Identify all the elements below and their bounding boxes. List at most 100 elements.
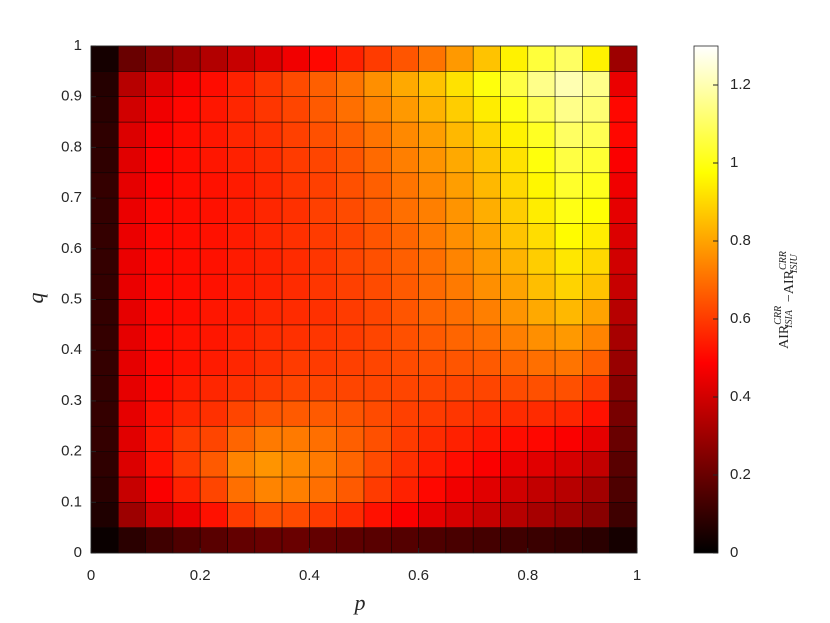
heatmap-cell (172, 96, 201, 123)
heatmap-cell (118, 96, 146, 123)
heatmap-cell (390, 71, 419, 97)
y-tick-label: 0.4 (61, 341, 82, 358)
heatmap-cell (309, 501, 337, 528)
heatmap-cell (390, 273, 419, 300)
colorbar-tick-label: 0.4 (730, 388, 751, 405)
heatmap-cell (90, 400, 119, 427)
heatmap-cell (472, 349, 501, 376)
heatmap-cell (199, 400, 228, 427)
heatmap-cell (172, 501, 201, 528)
heatmap-cell (254, 172, 283, 199)
x-tick-label: 0.2 (190, 567, 211, 584)
heatmap-cell (90, 248, 119, 275)
heatmap-cell (527, 197, 556, 224)
heatmap-cell (281, 299, 310, 326)
heatmap-cell (90, 147, 119, 174)
heatmap-cell (172, 172, 201, 199)
heatmap-cell (172, 476, 201, 503)
heatmap-cell (363, 71, 392, 97)
heatmap-cell (309, 400, 337, 427)
heatmap-cell (199, 324, 228, 351)
heatmap-cell (527, 451, 556, 478)
heatmap-cell (500, 223, 529, 250)
heatmap-cell (90, 172, 119, 199)
heatmap-cell (363, 248, 392, 275)
heatmap-cell (309, 71, 337, 97)
heatmap-cell (500, 299, 529, 326)
heatmap-cell (527, 71, 556, 97)
heatmap-cell (281, 147, 310, 174)
heatmap-cell (90, 96, 119, 123)
y-tick-label: 0 (74, 544, 82, 561)
y-tick-label: 0.8 (61, 138, 82, 155)
heatmap-cell (445, 121, 474, 148)
heatmap-cell (336, 223, 365, 250)
heatmap-cell (363, 172, 392, 199)
heatmap-cell (118, 425, 146, 452)
heatmap-cell (418, 425, 447, 452)
heatmap-cell (472, 248, 501, 275)
heatmap-cell (582, 71, 611, 97)
heatmap-cell (609, 197, 638, 224)
heatmap-cell (281, 349, 310, 376)
heatmap-cell (199, 96, 228, 123)
label-base: AIR (777, 324, 792, 349)
heatmap-cell (582, 96, 611, 123)
heatmap-cell (336, 425, 365, 452)
heatmap-cell (445, 96, 474, 123)
heatmap-cell (500, 349, 529, 376)
colorbar-label: AIRCRRISIA−AIRCRRISIU (773, 251, 800, 349)
heatmap-cell (500, 476, 529, 503)
heatmap-cell (199, 476, 228, 503)
heatmap-cell (227, 248, 256, 275)
heatmap-cell (309, 223, 337, 250)
heatmap-cell (527, 248, 556, 275)
colorbar (693, 45, 719, 554)
heatmap-cell (118, 172, 146, 199)
heatmap-cell (254, 223, 283, 250)
heatmap-cell (309, 299, 337, 326)
label-sup: CRR (773, 306, 784, 325)
heatmap-cell (199, 349, 228, 376)
heatmap-cell (336, 349, 365, 376)
heatmap-cell (254, 501, 283, 528)
heatmap-cell (418, 349, 447, 376)
heatmap-cell (336, 400, 365, 427)
heatmap-cell (172, 71, 201, 97)
heatmap-cell (90, 45, 119, 72)
heatmap-cell (309, 375, 337, 402)
heatmap-cell (254, 324, 283, 351)
heatmap-cell (281, 96, 310, 123)
heatmap-cell (118, 324, 146, 351)
heatmap-cell (227, 273, 256, 300)
heatmap-cell (281, 527, 310, 554)
heatmap-cell (554, 197, 583, 224)
heatmap-cell (254, 71, 283, 97)
heatmap-cell (309, 172, 337, 199)
heatmap-cell (336, 451, 365, 478)
heatmap-cell (309, 476, 337, 503)
heatmap-cell (227, 527, 256, 554)
heatmap-cell (363, 476, 392, 503)
heatmap-cell (118, 273, 146, 300)
heatmap-cell (609, 299, 638, 326)
heatmap-cell (172, 349, 201, 376)
heatmap-cell (582, 197, 611, 224)
heatmap-cell (90, 197, 119, 224)
heatmap-cell (336, 71, 365, 97)
heatmap-cell (472, 501, 501, 528)
heatmap-cell (172, 299, 201, 326)
heatmap-cell (418, 527, 447, 554)
heatmap-cell (554, 248, 583, 275)
heatmap-cell (199, 197, 228, 224)
heatmap-cell (309, 197, 337, 224)
heatmap-cell (472, 121, 501, 148)
heatmap-cell (363, 273, 392, 300)
x-tick-label: 0.6 (408, 567, 429, 584)
heatmap-cell (254, 425, 283, 452)
heatmap-cell (227, 223, 256, 250)
heatmap-cell (609, 147, 638, 174)
heatmap-cell (145, 45, 174, 72)
heatmap-cell (609, 172, 638, 199)
